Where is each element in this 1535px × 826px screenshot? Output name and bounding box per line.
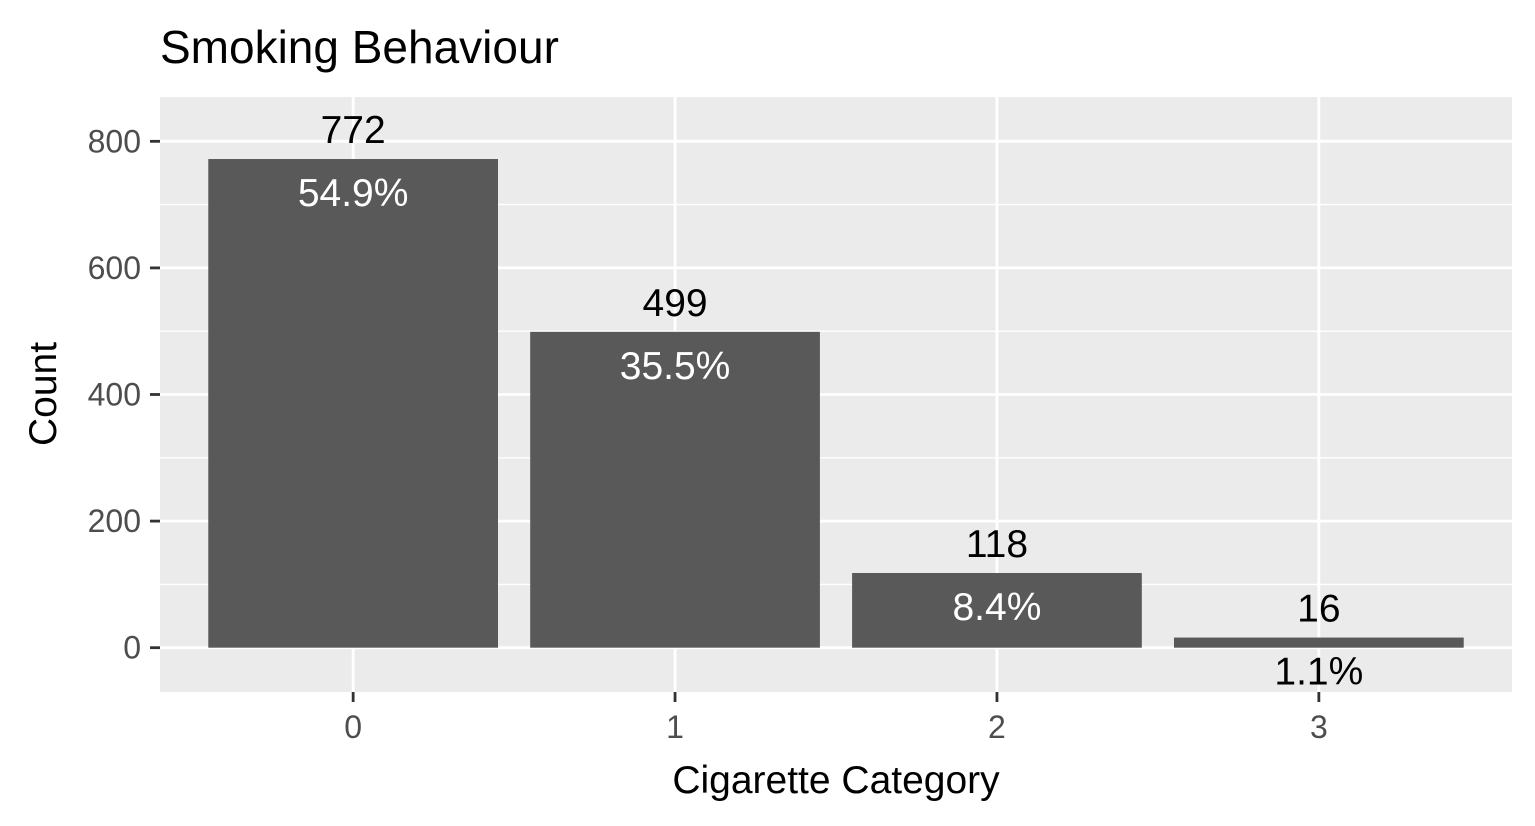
bar <box>1174 637 1464 648</box>
x-tick-label: 3 <box>1310 709 1328 745</box>
percent-label: 54.9% <box>298 172 409 215</box>
y-axis-title: Count <box>22 342 65 446</box>
x-tick-label: 0 <box>344 709 362 745</box>
y-tick-label: 600 <box>88 250 141 286</box>
percent-label: 8.4% <box>952 586 1041 629</box>
bar <box>208 159 499 648</box>
x-tick-label: 1 <box>666 709 684 745</box>
bar <box>530 331 820 648</box>
y-tick-label: 400 <box>88 377 141 413</box>
bar <box>852 573 1142 648</box>
bars <box>208 159 1464 648</box>
y-tick-label: 200 <box>88 503 141 539</box>
x-axis-title: Cigarette Category <box>672 759 1000 802</box>
chart-title: Smoking Behaviour <box>160 21 559 73</box>
y-tick-label: 800 <box>88 123 141 159</box>
y-axis: 0 200 400 600 800 <box>88 123 160 666</box>
count-label: 16 <box>1297 588 1340 631</box>
x-tick-label: 2 <box>988 709 1006 745</box>
data-labels: 772 54.9% 499 35.5% 118 8.4% 16 1.1% <box>298 109 1363 694</box>
percent-label: 1.1% <box>1274 651 1363 694</box>
percent-label: 35.5% <box>620 345 731 388</box>
y-tick-label: 0 <box>123 630 141 666</box>
count-label: 772 <box>321 109 386 152</box>
count-label: 499 <box>643 282 708 325</box>
count-label: 118 <box>966 523 1028 566</box>
x-axis: 0 1 2 3 <box>344 692 1328 745</box>
